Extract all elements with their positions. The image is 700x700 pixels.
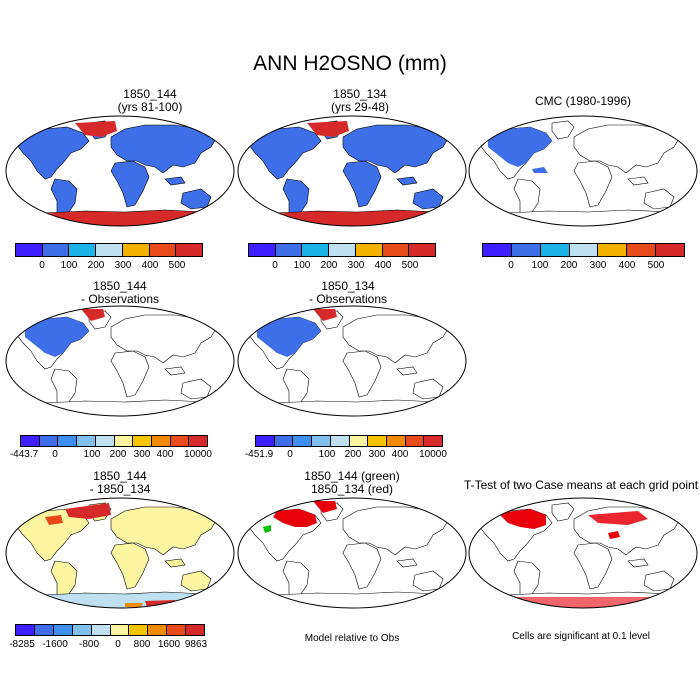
panel-7-title-line2: 1850_134 (red) [310, 482, 394, 496]
tick: 500 [647, 260, 665, 271]
tick: 200 [344, 449, 362, 460]
panel-4-title: 1850_144 - Observations [0, 280, 240, 306]
panel-8-map [468, 497, 698, 609]
panel-6-map [5, 497, 235, 609]
tick: 0 [115, 639, 121, 650]
panel-1-title-line1: 1850_144 [123, 87, 177, 101]
panel-2-map [237, 115, 467, 227]
tick: 800 [133, 639, 151, 650]
tick: -451.9 [244, 449, 274, 460]
panel-4-colorbar [20, 435, 208, 447]
panel-2-colorbar [248, 243, 436, 257]
panel-7-map [237, 497, 467, 609]
panel-5-colorbar [255, 435, 443, 447]
panel-7-caption: Model relative to Obs [304, 633, 400, 644]
tick: 100 [60, 260, 78, 271]
tick: 200 [87, 260, 105, 271]
tick: 200 [109, 449, 127, 460]
tick: 0 [508, 260, 514, 271]
panel-8-title: T-Test of two Case means at each grid po… [463, 478, 699, 492]
panel-1-map [5, 115, 235, 227]
tick: 0 [52, 449, 58, 460]
tick: 9863 [184, 639, 208, 650]
tick: 400 [141, 260, 159, 271]
panel-3-title-line1: CMC (1980-1996) [534, 94, 632, 108]
tick: 200 [560, 260, 578, 271]
tick: 300 [589, 260, 607, 271]
panel-1-title-line2: (yrs 81-100) [117, 100, 183, 114]
tick: -1600 [42, 639, 68, 650]
tick: 400 [156, 449, 174, 460]
panel-6-title: 1850_144 - 1850_134 [0, 470, 240, 496]
tick: 400 [374, 260, 392, 271]
panel-4-title-line1: 1850_144 [93, 279, 147, 293]
panel-3-map [468, 115, 698, 227]
panel-6-title-line2: - 1850_134 [89, 482, 151, 496]
tick: 300 [368, 449, 386, 460]
panel-8-caption: Cells are significant at 0.1 level [512, 631, 650, 642]
tick: 400 [391, 449, 409, 460]
panel-5-map [237, 305, 467, 417]
tick: 100 [83, 449, 101, 460]
panel-5-title: 1850_134 - Observations [228, 280, 468, 306]
tick: -443.7 [9, 449, 39, 460]
tick: 100 [293, 260, 311, 271]
tick: 0 [39, 260, 45, 271]
tick: 500 [168, 260, 186, 271]
panel-2-title: 1850_134 (yrs 29-48) [240, 88, 480, 114]
tick: 100 [531, 260, 549, 271]
panel-2-title-line2: (yrs 29-48) [330, 100, 389, 114]
panel-1-title: 1850_144 (yrs 81-100) [30, 88, 270, 114]
tick: 100 [318, 449, 336, 460]
tick: -8285 [9, 639, 35, 650]
figure-title: ANN H2OSNO (mm) [253, 52, 447, 75]
tick: 400 [618, 260, 636, 271]
tick: 300 [114, 260, 132, 271]
tick: -800 [78, 639, 100, 650]
tick: 10000 [184, 449, 212, 460]
panel-2-title-line1: 1850_134 [333, 87, 387, 101]
panel-5-title-line1: 1850_134 [321, 279, 375, 293]
tick: 300 [347, 260, 365, 271]
tick: 1600 [157, 639, 181, 650]
panel-4-title-line2: - Observations [80, 292, 160, 306]
panel-3-title: CMC (1980-1996) [463, 95, 700, 108]
tick: 500 [401, 260, 419, 271]
panel-6-colorbar [15, 624, 205, 636]
tick: 0 [287, 449, 293, 460]
tick: 10000 [419, 449, 447, 460]
panel-6-title-line1: 1850_144 [93, 469, 147, 483]
tick: 0 [272, 260, 278, 271]
panel-3-colorbar [482, 243, 685, 257]
tick: 300 [133, 449, 151, 460]
panel-5-title-line2: - Observations [308, 292, 388, 306]
panel-4-map [5, 305, 235, 417]
tick: 200 [320, 260, 338, 271]
panel-7-title-line1: 1850_144 (green) [304, 469, 400, 483]
panel-1-colorbar [15, 243, 203, 257]
panel-7-title: 1850_144 (green) 1850_134 (red) [232, 470, 472, 496]
